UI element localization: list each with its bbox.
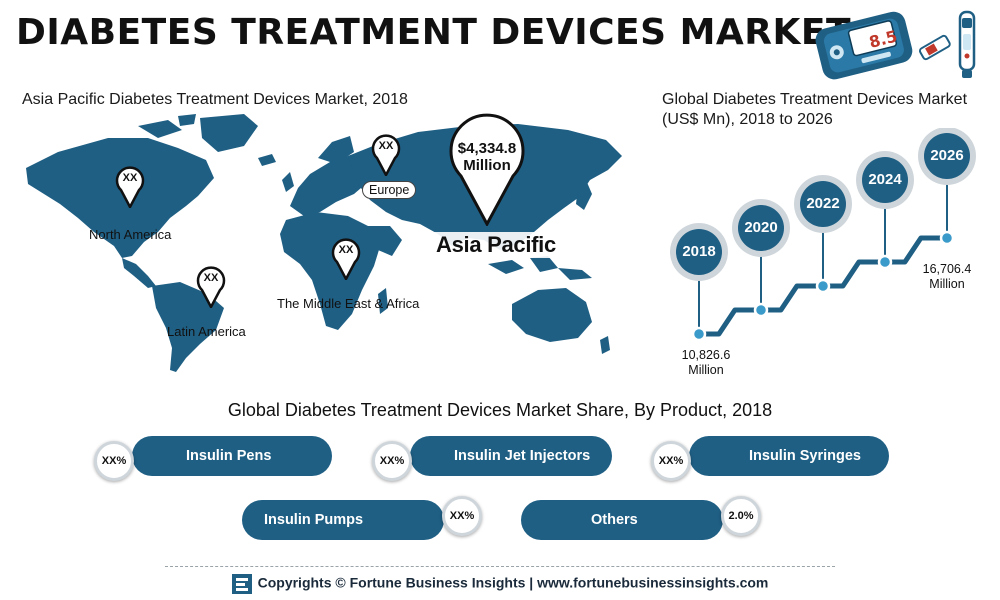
insulin-jet-injectors-label: Insulin Jet Injectors	[410, 436, 612, 476]
asia-pacific-unit: Million	[463, 157, 511, 174]
year-label-2020: 2020	[744, 219, 778, 236]
insulin-pumps-label: Insulin Pumps	[242, 500, 444, 540]
glucose-meter-icon: 8.5	[815, 10, 976, 80]
label-north-america: North America	[89, 227, 172, 242]
year-label-2018: 2018	[682, 243, 716, 260]
map-title: Asia Pacific Diabetes Treatment Devices …	[22, 91, 408, 108]
insulin-pens-label: Insulin Pens	[132, 436, 332, 476]
insulin-pens-value: XX%	[94, 441, 134, 481]
year-bubble	[800, 181, 846, 227]
share-title: Global Diabetes Treatment Devices Market…	[227, 400, 773, 420]
growth-point-2022	[815, 278, 831, 294]
pin-europe: XX	[371, 134, 401, 178]
year-label-2022: 2022	[806, 195, 840, 212]
pin-latin-america: XX	[196, 266, 226, 310]
others-label: Others	[521, 500, 723, 540]
label-europe: Europe	[362, 181, 417, 199]
product-others: Others 2.0%	[521, 496, 761, 540]
growth-chart	[670, 128, 976, 342]
growth-point-2018	[691, 326, 707, 342]
insulin-syringes-value: XX%	[651, 441, 691, 481]
pin-north-america: XX	[115, 166, 145, 210]
others-value: 2.0%	[721, 496, 761, 536]
end-value-label: 16,706.4 Million	[912, 262, 982, 292]
year-label-2026: 2026	[930, 147, 964, 164]
year-bubble	[676, 229, 722, 275]
insulin-jet-injectors-value: XX%	[372, 441, 412, 481]
footer: Copyrights © Fortune Business Insights |…	[0, 574, 1000, 594]
start-unit: Million	[688, 363, 724, 377]
year-bubble	[862, 157, 908, 203]
pin-middle-east-africa: XX	[331, 238, 361, 282]
asia-pacific-value: $4,334.8	[457, 140, 517, 157]
growth-point-2026	[939, 230, 955, 246]
year-bubble	[738, 205, 784, 251]
growth-point-2020	[753, 302, 769, 318]
pin-asia-pacific: $4,334.8 Million	[447, 110, 527, 228]
insulin-pumps-value: XX%	[442, 496, 482, 536]
footer-text: Copyrights © Fortune Business Insights |…	[257, 574, 769, 591]
latin-america-value: XX	[203, 272, 219, 284]
product-insulin-jet-injectors: Insulin Jet Injectors XX%	[372, 436, 612, 481]
year-bubble	[924, 133, 970, 179]
label-latin-america: Latin America	[167, 324, 246, 339]
product-insulin-pens: Insulin Pens XX%	[94, 436, 332, 481]
year-label-2024: 2024	[868, 171, 902, 188]
growth-point-2024	[877, 254, 893, 270]
start-value: 10,826.6	[681, 348, 731, 362]
europe-value: XX	[378, 140, 394, 152]
label-asia-pacific: Asia Pacific	[432, 232, 560, 258]
middle-east-africa-value: XX	[338, 244, 354, 256]
north-america-value: XX	[122, 172, 138, 184]
end-value: 16,706.4	[922, 262, 972, 276]
product-insulin-syringes: Insulin Syringes XX%	[651, 436, 889, 481]
page-title: DIABETES TREATMENT DEVICES MARKET	[16, 12, 852, 53]
label-middle-east-africa: The Middle East & Africa	[277, 296, 420, 311]
end-unit: Million	[929, 277, 965, 291]
chart-title: Global Diabetes Treatment Devices Market…	[662, 91, 968, 128]
start-value-label: 10,826.6 Million	[672, 348, 740, 378]
insulin-syringes-label: Insulin Syringes	[689, 436, 889, 476]
footer-divider	[165, 566, 835, 567]
fortune-logo-icon	[231, 574, 252, 594]
product-insulin-pumps: Insulin Pumps XX%	[242, 496, 482, 540]
